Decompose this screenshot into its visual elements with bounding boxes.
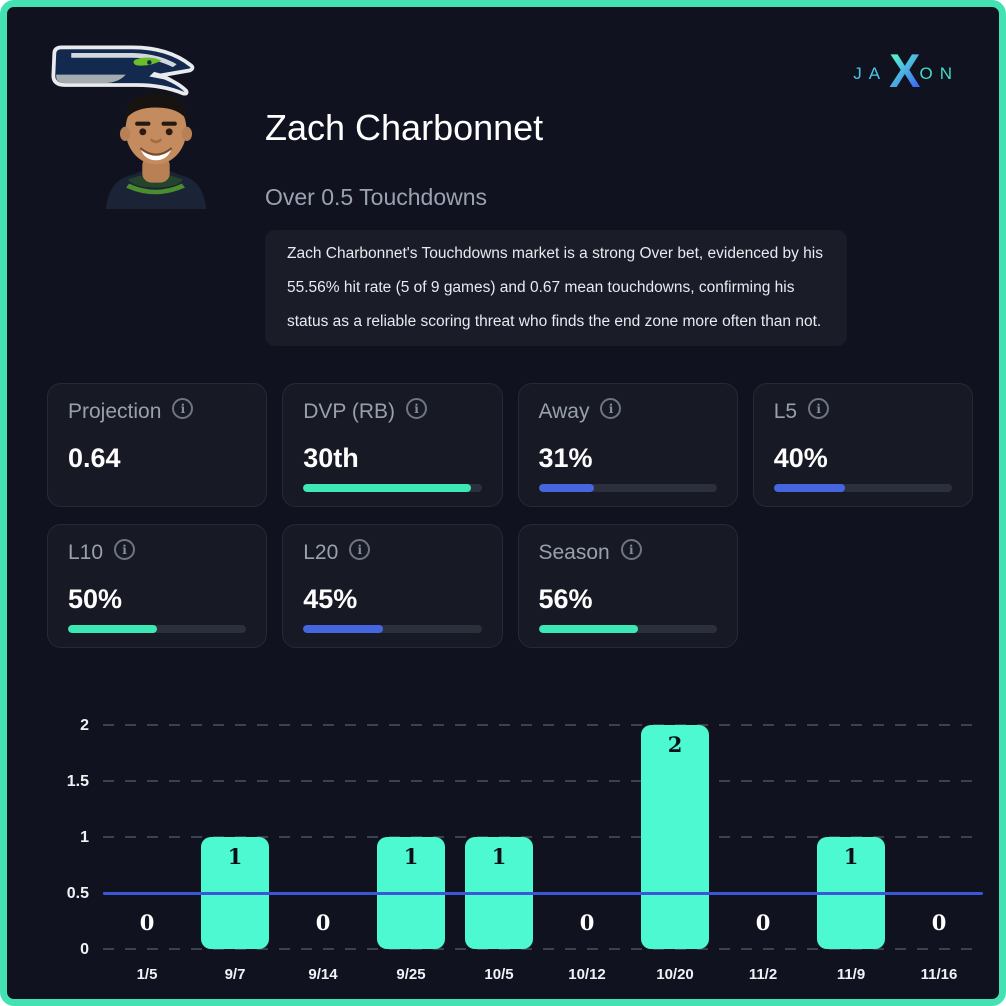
progress-track <box>773 484 952 492</box>
gridline <box>103 948 983 950</box>
info-icon[interactable]: i <box>600 398 622 419</box>
bar-value-label: 0 <box>755 910 771 935</box>
bar-value-label: 1 <box>491 844 507 869</box>
x-axis-tick-label: 9/25 <box>396 966 426 983</box>
bar-value-label: 0 <box>931 910 947 935</box>
stat-card-season: Season i 56% <box>517 524 738 648</box>
stat-label: Season <box>538 541 610 564</box>
stat-card-grid: Projection i 0.64 DVP (RB) i 30th Away i 31… <box>47 383 973 648</box>
jaxon-logo: JA X ON <box>853 47 959 94</box>
player-headshot <box>105 93 207 209</box>
x-axis-tick-label: 10/20 <box>656 966 694 983</box>
stat-value: 30th <box>303 443 359 473</box>
progress-fill <box>303 625 384 633</box>
page-title: Zach Charbonnet <box>265 107 544 148</box>
stat-card-dvp: DVP (RB) i 30th <box>282 383 503 507</box>
stat-value: 50% <box>68 584 123 614</box>
bar-value-label: 0 <box>579 910 595 935</box>
touchdowns-bar-chart: 0 0.5 1 1.5 2 0 1/5 1 9/7 0 9/14 1 9/25 1 10/5 0 10/12 2 1… <box>43 707 983 987</box>
insight-description: Zach Charbonnet's Touchdowns market is a… <box>265 230 847 346</box>
bar-value-label: 1 <box>843 844 859 869</box>
stat-label: Away <box>538 400 590 423</box>
bar-value-label: 2 <box>667 732 683 757</box>
stat-label: L10 <box>68 541 104 564</box>
market-subtitle: Over 0.5 Touchdowns <box>265 184 488 210</box>
progress-track <box>303 484 482 492</box>
x-axis-tick-label: 9/14 <box>308 966 338 983</box>
progress-track <box>538 484 717 492</box>
stat-card-projection: Projection i 0.64 <box>47 383 268 507</box>
stat-value: 56% <box>538 584 593 614</box>
stat-value: 40% <box>773 443 828 473</box>
progress-fill <box>538 484 594 492</box>
progress-fill <box>538 625 639 633</box>
x-axis-tick-label: 11/9 <box>836 966 866 983</box>
jaxon-logo-right: ON <box>919 63 959 83</box>
stat-label: Projection <box>68 400 162 423</box>
stat-label: L20 <box>303 541 339 564</box>
progress-track <box>538 625 717 633</box>
y-axis-tick-label: 2 <box>80 717 89 734</box>
stat-label: DVP (RB) <box>303 400 396 423</box>
chart-bar: 2 <box>641 725 709 949</box>
info-icon[interactable]: i <box>349 539 371 560</box>
progress-fill <box>68 625 158 633</box>
info-icon[interactable]: i <box>406 398 428 419</box>
bar-value-label: 1 <box>227 844 243 869</box>
gridline <box>103 780 983 782</box>
stat-value: 0.64 <box>68 443 121 473</box>
x-axis-tick-label: 10/5 <box>484 966 514 983</box>
info-icon[interactable]: i <box>808 398 830 419</box>
stat-card-l5: L5 i 40% <box>752 383 973 507</box>
stat-value: 31% <box>538 443 593 473</box>
x-axis-tick-label: 10/12 <box>568 966 606 983</box>
stat-value: 45% <box>303 584 358 614</box>
info-icon[interactable]: i <box>114 539 136 560</box>
info-icon[interactable]: i <box>620 539 642 560</box>
chart-plot-area: 0 0.5 1 1.5 2 0 1/5 1 9/7 0 9/14 1 9/25 1 10/5 0 10/12 2 1… <box>67 707 983 983</box>
over-line <box>103 891 983 895</box>
stat-card-away: Away i 31% <box>517 383 738 507</box>
seahawks-logo-icon <box>51 45 195 96</box>
progress-track <box>68 625 247 633</box>
info-icon[interactable]: i <box>172 398 194 419</box>
bar-value-label: 0 <box>139 910 155 935</box>
progress-fill <box>303 484 471 492</box>
x-axis-tick-label: 9/7 <box>224 966 246 983</box>
bar-value-label: 1 <box>403 844 419 869</box>
progress-track <box>303 625 482 633</box>
bar-value-label: 0 <box>315 910 331 935</box>
x-axis-tick-label: 11/2 <box>748 966 778 983</box>
stat-card-l20: L20 i 45% <box>282 524 503 648</box>
y-axis-tick-label: 1.5 <box>66 773 89 790</box>
x-axis-tick-label: 11/16 <box>920 966 958 983</box>
progress-fill <box>773 484 846 492</box>
y-axis-tick-label: 1 <box>80 829 89 846</box>
gridline <box>103 724 983 726</box>
stat-label: L5 <box>773 400 798 423</box>
jaxon-logo-left: JA <box>853 63 888 83</box>
stat-card-l10: L10 i 50% <box>47 524 268 648</box>
jaxon-logo-x: X <box>889 44 921 97</box>
y-axis-tick-label: 0.5 <box>66 885 89 902</box>
y-axis-tick-label: 0 <box>80 941 89 958</box>
x-axis-tick-label: 1/5 <box>136 966 158 983</box>
gridline <box>103 836 983 838</box>
